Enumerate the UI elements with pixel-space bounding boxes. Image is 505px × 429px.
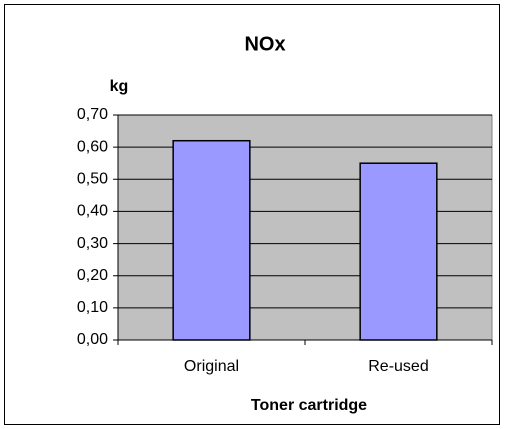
chart-title: NOx (244, 33, 285, 55)
y-tick-label: 0,10 (77, 299, 108, 316)
x-tick-label: Original (184, 358, 239, 375)
y-tick-label: 0,40 (77, 203, 108, 220)
y-tick-label: 0,20 (77, 267, 108, 284)
y-tick-label: 0,60 (77, 138, 108, 155)
y-tick-label: 0,00 (77, 331, 108, 348)
y-tick-label: 0,70 (77, 106, 108, 123)
x-axis-title: Toner cartridge (251, 397, 367, 414)
y-axis-title: kg (110, 78, 129, 95)
bar (172, 139, 251, 341)
y-tick-label: 0,50 (77, 171, 108, 188)
x-tick-label: Re-used (368, 358, 428, 375)
y-tick-label: 0,30 (77, 235, 108, 252)
bar (359, 162, 438, 341)
